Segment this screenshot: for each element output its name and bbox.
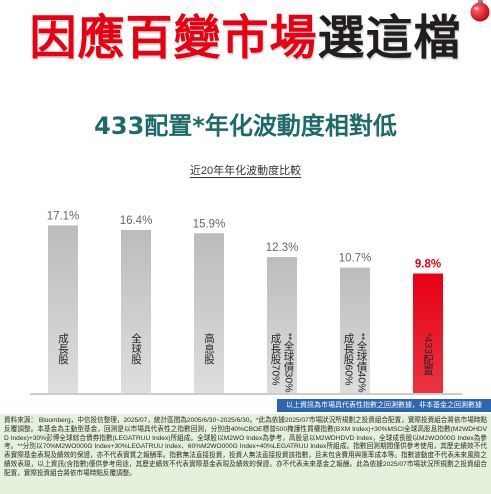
chart-title: 近20年年化波動度比較 bbox=[0, 163, 491, 179]
value-label-1: 17.1% bbox=[47, 210, 80, 222]
value-label-5: 10.7% bbox=[339, 253, 372, 265]
backtest-banner: 以上資訊為市場具代表性指數之回測數據，非本基金之回測數據 bbox=[277, 399, 491, 412]
value-label-2: 16.4% bbox=[120, 215, 153, 227]
disclaimer-text: 資料來源： Bloomberg，中信投信整理，2025/07，統計區間為2005… bbox=[4, 417, 487, 477]
value-label-6: 9.8% bbox=[415, 259, 441, 271]
bar-2 bbox=[121, 229, 151, 393]
category-label-column: 全球股 bbox=[130, 333, 142, 365]
bar-5 bbox=[340, 267, 370, 393]
category-label-6: *433配置 bbox=[422, 333, 434, 375]
bar-chart-plot: 17.1% 16.4% 15.9% 12.3% 10.7% 9.8% bbox=[30, 210, 462, 395]
category-label-column: 成長股60% bbox=[343, 333, 355, 386]
category-label-text: 全球股 bbox=[130, 333, 142, 365]
bar-4 bbox=[267, 257, 297, 393]
category-label-column: **全球債40% bbox=[356, 333, 368, 393]
ornament-icon bbox=[470, 0, 490, 22]
value-label-3: 15.9% bbox=[193, 218, 226, 230]
category-label-2: 全球股 bbox=[130, 333, 142, 365]
category-label-column: 成長股70% bbox=[270, 333, 282, 386]
category-label-layer: 成長股 全球股 高息股 成長股70% **全球債30% 成長股60% **全球債40% *43… bbox=[57, 333, 434, 393]
category-label-column: **全球債30% bbox=[283, 333, 295, 393]
category-label-text: 全球債30% bbox=[282, 340, 295, 393]
category-label-3: 高息股 bbox=[203, 333, 215, 365]
headline-dark-part: 選這檔 bbox=[317, 11, 462, 66]
category-label-text: 433配置 bbox=[422, 336, 434, 376]
footnote-marker: * bbox=[423, 333, 433, 337]
category-label-text: 成長股 bbox=[57, 333, 69, 365]
value-label-4: 12.3% bbox=[266, 242, 299, 254]
footnote-marker: ** bbox=[283, 333, 294, 341]
headline-red-part: 因應百變市場 bbox=[29, 11, 318, 66]
category-label-1: 成長股 bbox=[57, 333, 69, 365]
bar-6 bbox=[413, 273, 443, 393]
category-label-text: 全球債40% bbox=[355, 340, 368, 393]
headline: 因應百變市場選這檔 bbox=[0, 12, 491, 66]
category-label-text: 成長股70% bbox=[269, 333, 282, 386]
category-label-4: 成長股70% **全球債30% bbox=[270, 333, 295, 393]
category-label-text: 高息股 bbox=[203, 333, 215, 365]
category-label-column: *433配置 bbox=[422, 333, 434, 375]
category-label-text: 成長股60% bbox=[342, 333, 355, 386]
category-label-column: 成長股 bbox=[57, 333, 69, 365]
category-label-column: 高息股 bbox=[203, 333, 215, 365]
category-label-5: 成長股60% **全球債40% bbox=[343, 333, 368, 393]
chart-title-text: 近20年年化波動度比較 bbox=[189, 165, 302, 177]
subtitle: 433配置*年化波動度相對低 bbox=[94, 112, 397, 140]
bar-1 bbox=[48, 225, 78, 393]
footnote-marker: ** bbox=[356, 333, 367, 341]
disclaimer-box: 資料來源： Bloomberg，中信投信整理，2025/07，統計區間為2005… bbox=[0, 414, 491, 494]
bar-3 bbox=[194, 233, 224, 393]
